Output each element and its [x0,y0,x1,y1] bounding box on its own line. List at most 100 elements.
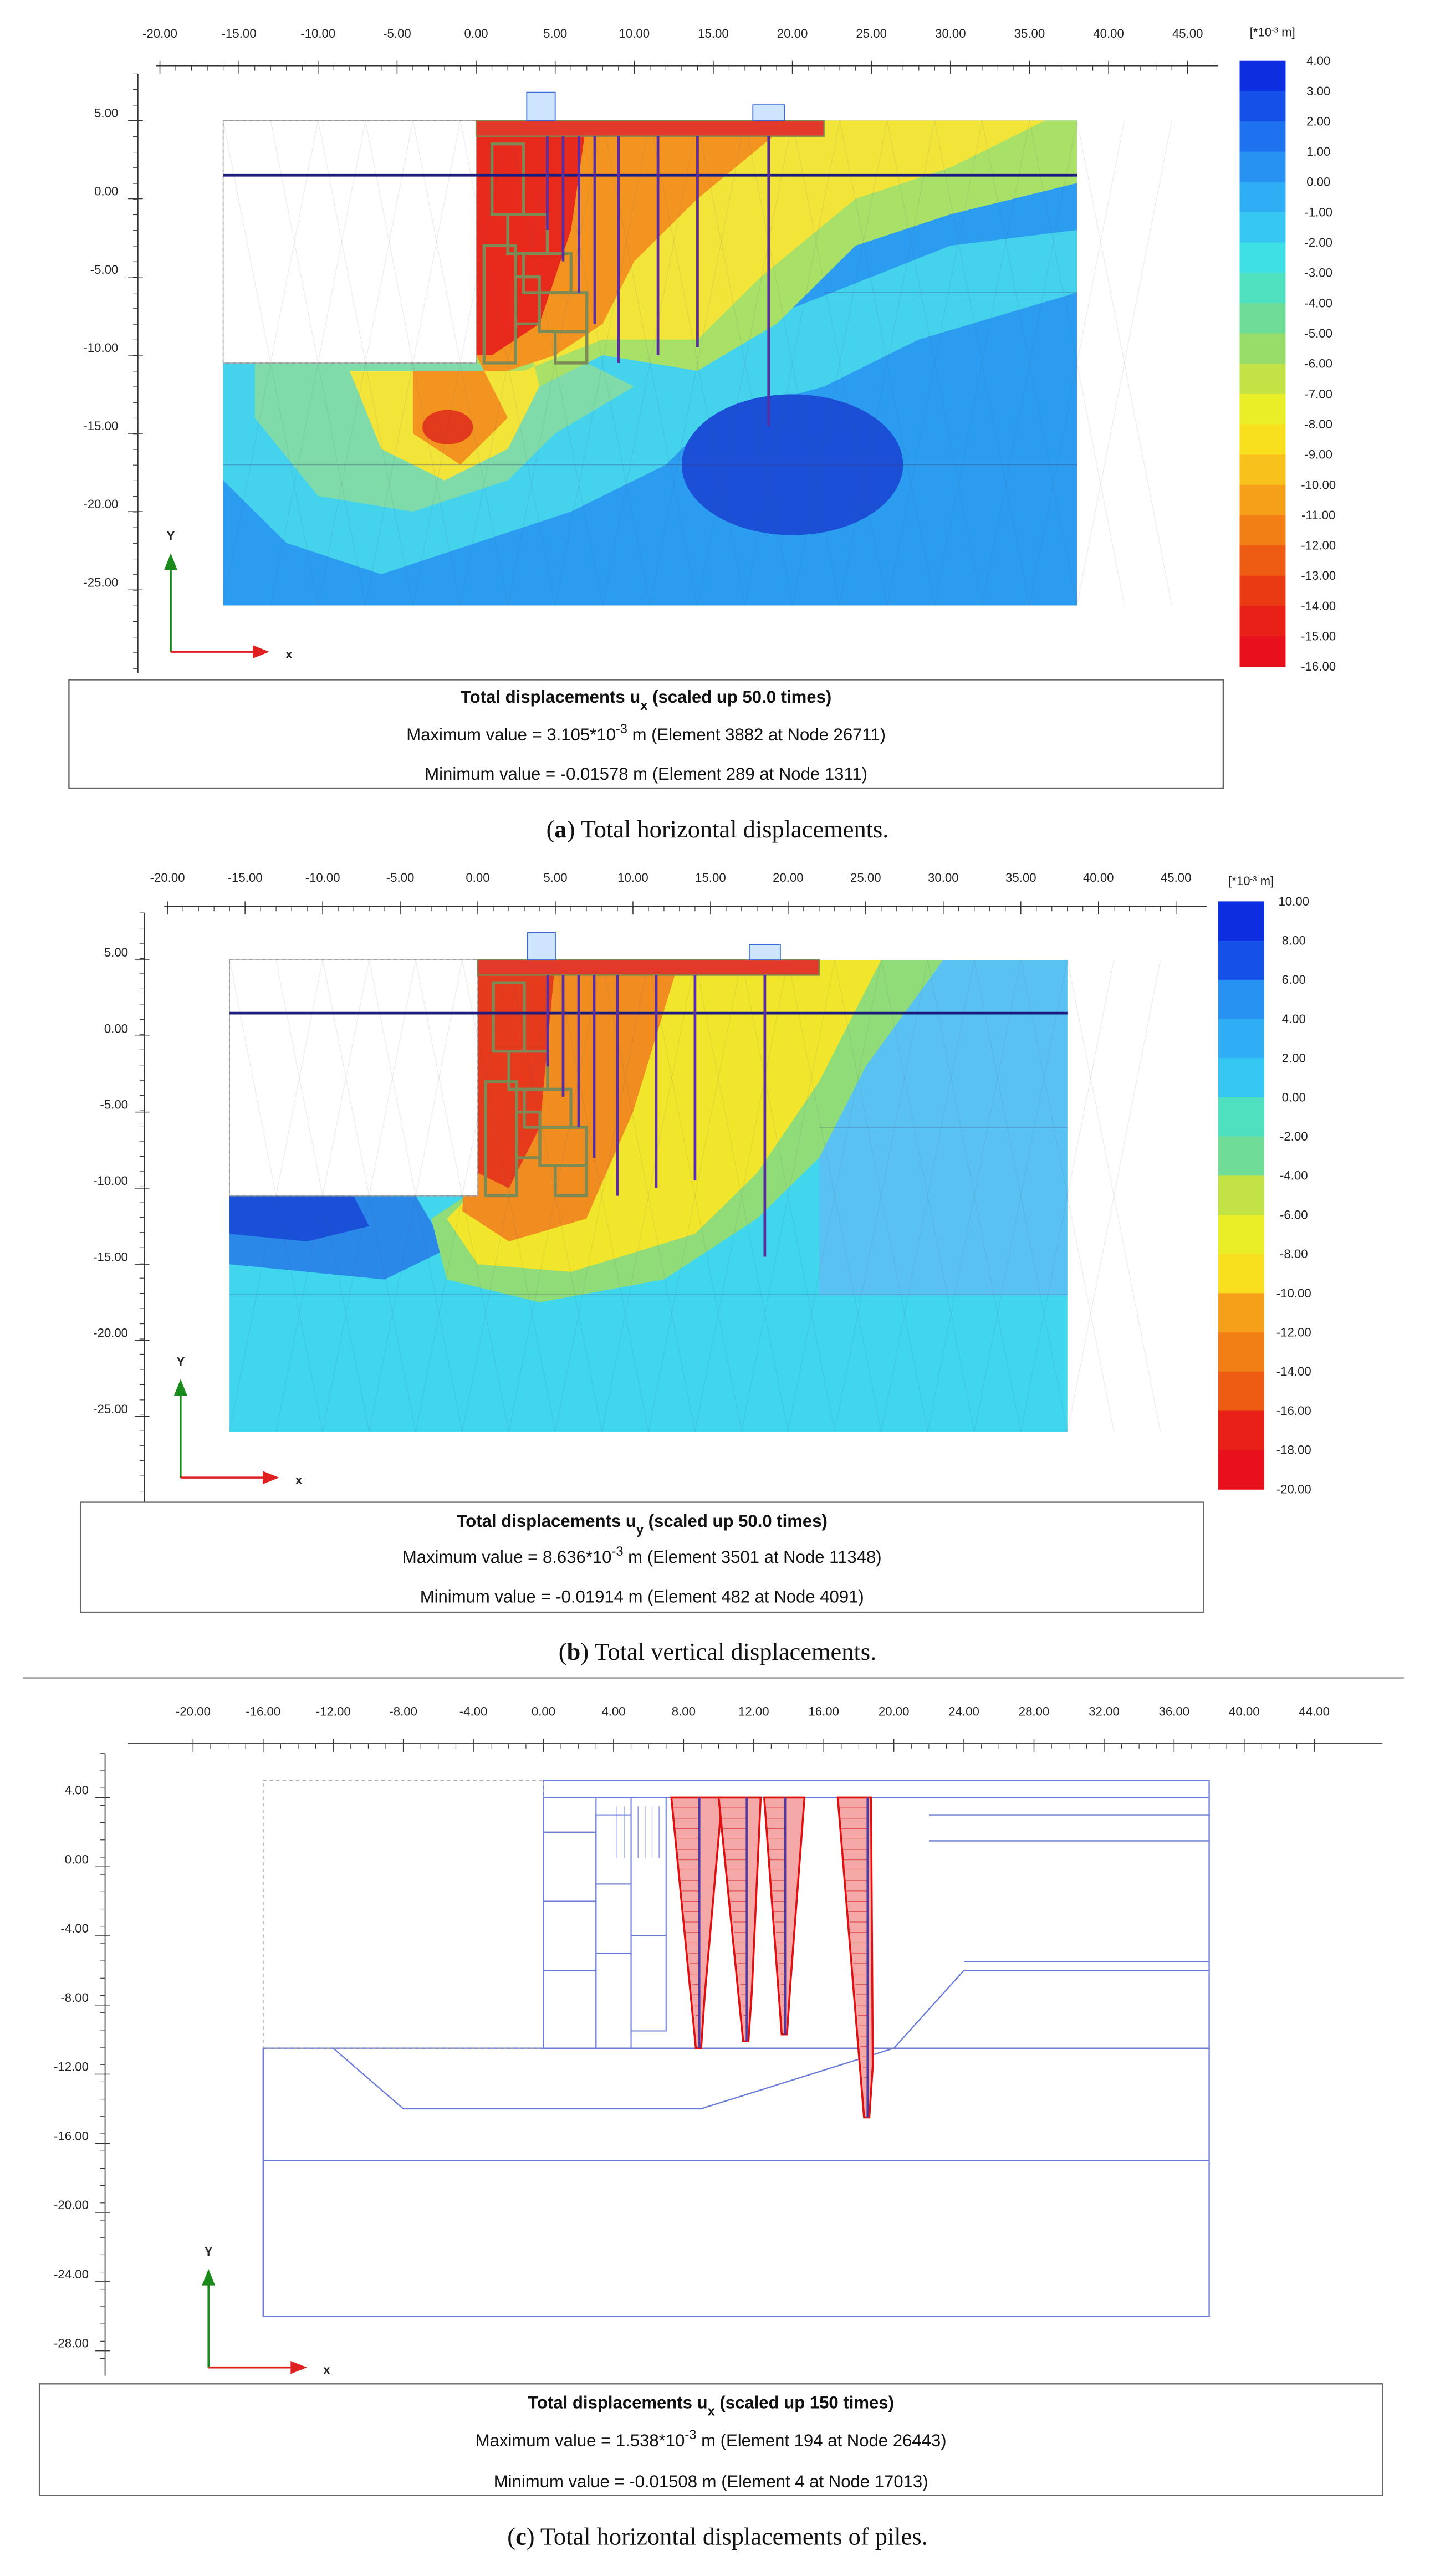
mesh [788,959,882,1432]
legend-label: -2.00 [1304,236,1332,249]
mesh [365,120,461,606]
x-tick-label: 5.00 [543,27,567,40]
legend-swatch [1239,454,1286,485]
pile-displacement [670,1796,723,2049]
mesh [602,120,698,606]
legend-swatch [1239,212,1286,243]
legend-swatch [1218,1175,1264,1215]
mesh [927,959,1022,1432]
layer-line [333,1970,1209,2110]
mesh [788,959,882,1432]
mesh [1076,120,1172,606]
info-max: Maximum value = 1.538*10-3 m (Element 19… [476,2428,947,2450]
caisson-block [543,1900,597,1971]
mesh [927,959,1022,1432]
y-tick-label: -5.00 [100,1098,128,1112]
legend-swatch [1239,60,1286,92]
pile-displacement [717,1796,762,2043]
caisson-block [543,1831,597,1902]
contour [478,959,555,1188]
legend-unit: [*10-3 m] [1228,874,1274,888]
x-tick-label: -5.00 [386,871,415,885]
x-tick-label: 40.00 [1093,27,1124,40]
caption: (c) Total horizontal displacements of pi… [507,2523,927,2551]
mesh [881,959,975,1432]
axis-label: Y [167,529,175,543]
mesh [934,120,1030,606]
x-tick-label: -8.00 [389,1705,417,1719]
x-tick-label: 45.00 [1161,871,1192,885]
legend-swatch [1218,941,1264,980]
legend-swatch [1239,364,1286,395]
legend-swatch [1239,636,1286,667]
legend-label: -15.00 [1301,630,1336,643]
title-text: Total displacements u [528,2393,707,2413]
legend-label: -4.00 [1280,1169,1308,1183]
caption-text: ( [507,2523,515,2551]
mesh [934,120,1030,606]
legend-swatch [1239,606,1286,637]
mesh [555,959,649,1432]
mesh [229,959,323,1432]
axis-label: Y [205,2245,213,2258]
x-tick-label: 35.00 [1005,871,1036,885]
legend-swatch [1218,1136,1264,1177]
legend-swatch [1239,91,1286,122]
y-tick-label: 0.00 [94,185,118,198]
contour [681,394,903,535]
structure-outline [543,1780,1210,2049]
mesh [1020,959,1115,1432]
info-title: Total displacements uy (scaled up 50.0 t… [457,1511,828,1537]
x-tick-label: -12.00 [316,1705,351,1719]
title-sub: y [636,1523,644,1537]
x-tick-label: -20.00 [150,871,185,885]
legend-label: -18.00 [1276,1443,1311,1457]
legend-label: -10.00 [1301,478,1336,492]
title-text: (scaled up 150 times) [715,2393,894,2413]
mesh [744,120,840,606]
arrowhead [173,1379,187,1396]
legend-swatch [1239,424,1286,456]
x-tick-label: 20.00 [773,871,804,885]
x-tick-label: 44.00 [1299,1705,1330,1719]
caisson-block [595,1814,632,1885]
mesh [650,120,745,606]
mesh [275,959,370,1432]
x-tick-label: 15.00 [695,871,726,885]
mesh [223,120,319,606]
title-text: Total displacements u [461,687,640,707]
caption: (b) Total vertical displacements. [559,1638,876,1665]
mesh [839,120,935,606]
legend-swatch [1218,1410,1264,1451]
max-sup: -3 [616,722,627,737]
axis-label: x [323,2363,330,2377]
mesh [270,120,366,606]
info-box [38,2383,1383,2496]
caisson-block [543,1970,597,2049]
legend-label: 4.00 [1282,1012,1306,1026]
mesh [223,120,319,606]
mesh [1020,959,1115,1432]
x-tick-label: -10.00 [305,871,340,885]
legend-label: -16.00 [1301,660,1336,673]
caption-text: ) Total vertical displacements. [580,1638,876,1665]
panel: -20.00 -15.00 -10.00 -5.00 0.00 5.00 10.00 15.0… [68,25,1336,843]
max-text: m (Element 194 at Node 26443) [696,2431,946,2450]
legend-swatch [1218,1450,1264,1490]
mesh [415,959,509,1432]
x-tick-label: 4.00 [601,1705,625,1719]
max-text: Maximum value = 1.538*10 [476,2431,685,2450]
x-tick-label: 8.00 [672,1705,696,1719]
mesh [369,959,463,1432]
legend-label: -5.00 [1304,326,1332,340]
contour [229,1195,370,1242]
legend-swatch [1218,1332,1264,1372]
y-tick-label: -25.00 [83,575,118,589]
x-tick-label: 10.00 [617,871,648,885]
y-tick-label: -25.00 [93,1402,128,1416]
y-tick-label: -16.00 [54,2129,89,2143]
caisson-block [630,1797,667,1936]
mesh [741,959,835,1432]
legend-swatch [1239,121,1286,152]
legend-swatch [1239,333,1286,365]
